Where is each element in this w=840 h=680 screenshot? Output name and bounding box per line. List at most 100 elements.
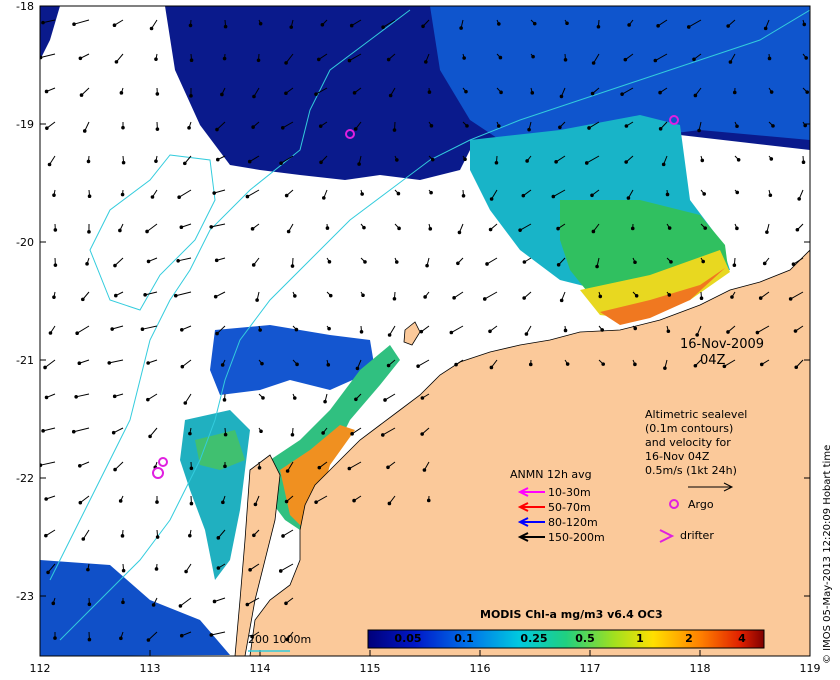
velocity-arrow-head xyxy=(726,24,730,28)
velocity-arrow-head xyxy=(416,364,420,368)
velocity-arrow-head xyxy=(251,125,255,129)
anmn-legend-label: 150-200m xyxy=(548,531,605,544)
velocity-arrow-head xyxy=(223,24,228,29)
velocity-arrow-head xyxy=(82,129,87,133)
velocity-arrow-head xyxy=(421,24,425,29)
velocity-arrow xyxy=(382,19,396,28)
velocity-arrow xyxy=(43,427,56,432)
colorbar-tick-label: 1 xyxy=(636,632,644,645)
velocity-arrow-head xyxy=(623,57,628,62)
velocity-arrow xyxy=(216,325,226,334)
velocity-arrow-head xyxy=(624,160,628,164)
velocity-arrow-head xyxy=(318,124,323,128)
velocity-arrow-head xyxy=(110,327,114,331)
chl-patch-west xyxy=(210,325,375,395)
velocity-arrow-head xyxy=(633,326,638,331)
velocity-arrow-head xyxy=(222,56,227,61)
velocity-arrow-head xyxy=(250,227,255,231)
velocity-arrow-head xyxy=(423,295,427,299)
velocity-arrow-head xyxy=(183,401,188,405)
velocity-arrow-head xyxy=(498,55,503,60)
velocity-arrow-head xyxy=(626,196,631,200)
velocity-arrow xyxy=(40,53,56,58)
velocity-arrow-head xyxy=(113,263,117,268)
velocity-arrow-head xyxy=(279,161,283,165)
velocity-arrow-head xyxy=(700,158,705,163)
velocity-arrow-head xyxy=(284,193,289,198)
velocity-arrow-head xyxy=(285,469,290,473)
velocity-arrow-head xyxy=(584,161,589,165)
velocity-arrow-head xyxy=(590,91,595,96)
velocity-arrow-head xyxy=(349,23,354,28)
velocity-arrow-head xyxy=(46,570,50,575)
anmn-legend: ANMN 12h avg 10-30m 50-70m 80-120m 150-200m xyxy=(510,468,605,544)
velocity-arrow-head xyxy=(359,329,364,334)
velocity-arrow-head xyxy=(758,296,763,300)
velocity-arrow xyxy=(146,223,158,232)
velocity-arrow-head xyxy=(388,93,393,98)
velocity-arrow-head xyxy=(245,194,250,199)
velocity-arrow-head xyxy=(620,92,624,96)
velocity-arrow-head xyxy=(41,20,45,25)
velocity-arrow xyxy=(40,461,56,466)
colorbar-tick-label: 0.05 xyxy=(394,632,421,645)
velocity-arrow-head xyxy=(47,162,52,167)
velocity-arrow-head xyxy=(394,260,399,264)
chl-patch-north-blue xyxy=(40,6,60,60)
velocity-arrow-head xyxy=(462,56,466,60)
velocity-arrow-head xyxy=(87,602,92,607)
velocity-arrow-head xyxy=(797,197,801,201)
lon-tick-label: 119 xyxy=(800,662,821,675)
chl-coastal-orange xyxy=(600,268,725,325)
land-mass xyxy=(249,249,810,656)
velocity-arrow-head xyxy=(44,533,48,538)
plot-frame xyxy=(39,5,811,657)
velocity-arrow-head xyxy=(220,92,224,97)
velocity-arrow xyxy=(42,19,56,24)
velocity-arrow-head xyxy=(44,395,49,400)
velocity-arrow-head xyxy=(383,398,387,402)
velocity-arrow-head xyxy=(755,330,760,335)
velocity-arrow-head xyxy=(420,432,424,436)
velocity-arrow-head xyxy=(53,636,57,640)
velocity-arrow-head xyxy=(499,90,503,95)
velocity-arrow-head xyxy=(294,327,299,332)
velocity-arrow-head xyxy=(119,636,123,641)
velocity-arrow-head xyxy=(78,463,82,468)
velocity-arrow-head xyxy=(113,293,118,298)
velocity-arrow-head xyxy=(726,330,730,334)
velocity-arrow-head xyxy=(79,93,84,97)
lat-tick-label: -21 xyxy=(16,354,34,367)
velocity-arrow xyxy=(114,257,124,266)
velocity-arrow-head xyxy=(658,90,662,95)
velocity-arrow-head xyxy=(695,333,699,337)
velocity-arrow-head xyxy=(736,158,741,162)
velocity-arrow-head xyxy=(735,124,739,129)
velocity-arrow-head xyxy=(319,160,323,165)
velocity-arrow xyxy=(519,223,532,231)
velocity-arrow-head xyxy=(71,429,76,434)
velocity-arrow-head xyxy=(327,326,331,331)
velocity-arrow-head xyxy=(292,396,297,400)
velocity-arrow-head xyxy=(531,54,535,59)
velocity-arrow xyxy=(145,291,158,296)
velocity-arrow xyxy=(148,631,158,641)
velocity-arrow-head xyxy=(221,500,225,505)
velocity-arrow-head xyxy=(697,128,701,133)
velocity-arrow-head xyxy=(732,90,737,95)
velocity-arrow-head xyxy=(347,58,352,63)
velocity-arrow-head xyxy=(730,295,734,299)
velocity-arrow-head xyxy=(247,159,252,164)
velocity-arrow-head xyxy=(363,260,367,264)
velocity-arrow-head xyxy=(793,329,798,333)
velocity-arrow-head xyxy=(209,225,214,229)
lon-tick-label: 118 xyxy=(690,662,711,675)
velocity-arrow-head xyxy=(759,362,764,367)
colorbar-ticks: 0.05 0.1 0.25 0.5 1 2 4 xyxy=(394,632,746,645)
velocity-arrow-head xyxy=(769,157,774,161)
velocity-arrow-head xyxy=(215,127,219,132)
velocity-arrow xyxy=(315,495,328,503)
velocity-arrow xyxy=(484,291,498,300)
velocity-arrow-head xyxy=(179,633,184,638)
velocity-arrow-head xyxy=(120,534,125,538)
